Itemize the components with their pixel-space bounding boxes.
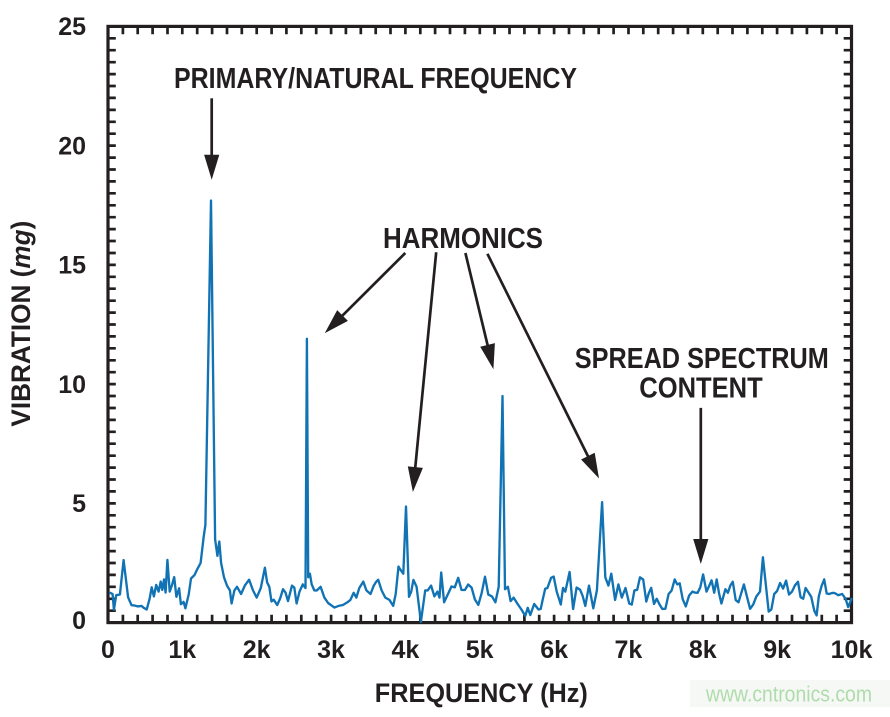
svg-text:20: 20 — [58, 132, 86, 160]
svg-text:3k: 3k — [317, 636, 345, 664]
svg-text:FREQUENCY (Hz): FREQUENCY (Hz) — [375, 678, 588, 708]
svg-text:0: 0 — [101, 636, 115, 664]
svg-text:5k: 5k — [466, 636, 494, 664]
svg-text:9k: 9k — [763, 636, 791, 664]
svg-text:4k: 4k — [391, 636, 419, 664]
svg-text:7k: 7k — [614, 636, 642, 664]
svg-text:10: 10 — [58, 371, 86, 399]
svg-text:PRIMARY/NATURAL FREQUENCY: PRIMARY/NATURAL FREQUENCY — [174, 63, 577, 95]
svg-text:25: 25 — [58, 13, 86, 41]
svg-text:5: 5 — [72, 490, 86, 518]
svg-text:8k: 8k — [689, 636, 717, 664]
svg-text:6k: 6k — [540, 636, 568, 664]
svg-text:1k: 1k — [168, 636, 196, 664]
svg-text:www.cntronics.com: www.cntronics.com — [705, 682, 872, 707]
svg-text:HARMONICS: HARMONICS — [383, 223, 543, 255]
svg-text:15: 15 — [58, 252, 86, 280]
svg-text:SPREAD SPECTRUM: SPREAD SPECTRUM — [575, 343, 829, 375]
svg-text:VIBRATION (mg): VIBRATION (mg) — [6, 221, 36, 427]
svg-text:2k: 2k — [243, 636, 271, 664]
svg-text:10k: 10k — [831, 636, 873, 664]
svg-text:0: 0 — [72, 607, 86, 635]
svg-text:CONTENT: CONTENT — [639, 373, 763, 405]
